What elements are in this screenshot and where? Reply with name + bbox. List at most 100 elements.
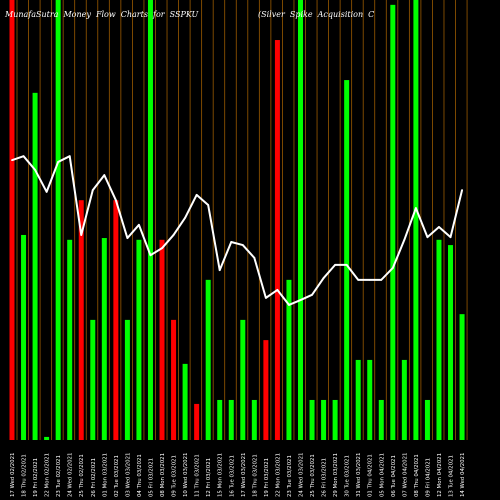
line-point (114, 199, 117, 202)
x-tick-label: 17 Wed 02/2021 (10, 453, 16, 497)
bar (263, 340, 269, 440)
bar (67, 239, 73, 440)
x-tick-label: 03 Wed 03/2021 (125, 453, 131, 497)
chart-title: MunafaSutra Money Flow Charts for SSPKU (4, 10, 199, 19)
bar (147, 0, 153, 440)
line-point (449, 236, 452, 239)
x-tick-label: 04 Thu 03/2021 (137, 454, 143, 497)
line-point (80, 234, 83, 236)
line-point (68, 155, 71, 158)
line-point (426, 236, 429, 239)
line-point (264, 296, 267, 299)
money-flow-bars (9, 0, 465, 441)
bar (9, 0, 15, 440)
bar (90, 319, 96, 440)
bar (390, 4, 396, 441)
x-tick-label: 29 Mon 03/2021 (333, 453, 339, 497)
line-point (103, 174, 106, 177)
bar (413, 0, 419, 440)
line-point (357, 278, 360, 281)
x-tick-label: 17 Wed 03/2021 (241, 453, 247, 497)
bar (298, 0, 303, 440)
line-point (403, 238, 406, 241)
line-point (45, 190, 48, 193)
x-tick-label: 16 Tue 03/2021 (229, 455, 235, 497)
line-point (22, 155, 25, 158)
bar (367, 359, 373, 440)
line-point (241, 244, 244, 246)
bar (124, 319, 130, 440)
line-point (207, 204, 210, 206)
x-tick-label: 08 Thu 04/2021 (414, 454, 420, 497)
bar (286, 279, 292, 440)
x-tick-label: 09 Fri 04/2021 (425, 458, 431, 497)
x-tick-label: 19 Fri 03/2021 (264, 458, 270, 497)
x-tick-label: 26 Fri 02/2021 (91, 458, 97, 497)
line-point (461, 189, 463, 191)
line-point (345, 263, 348, 266)
x-tick-label: 31 Wed 03/2021 (356, 453, 362, 497)
line-point (368, 278, 371, 281)
line-point (195, 194, 198, 196)
line-point (230, 241, 233, 243)
x-tick-label: 25 Thu 03/2021 (310, 454, 316, 497)
x-tick-label: 23 Tue 02/2021 (56, 455, 62, 497)
x-tick-label: 24 Wed 03/2021 (299, 453, 305, 497)
x-tick-label: 08 Mon 03/2021 (160, 453, 166, 497)
line-point (161, 247, 163, 250)
line-point (322, 277, 325, 279)
series-line (11, 155, 464, 306)
bar (171, 319, 177, 440)
x-tick-label: 23 Tue 03/2021 (287, 455, 293, 497)
line-point (34, 168, 36, 171)
bar (332, 399, 338, 440)
line-point (276, 289, 279, 291)
line-point (149, 254, 152, 257)
x-tick-label: 26 Fri 03/2021 (322, 458, 328, 497)
x-tick-label: 15 Mon 03/2021 (218, 453, 224, 497)
x-tick-label: 05 Mon 04/2021 (379, 453, 385, 497)
bar (240, 319, 246, 440)
bar (401, 359, 407, 440)
bar (321, 399, 327, 440)
line-point (126, 237, 129, 239)
line-point (57, 161, 60, 163)
bar (378, 399, 384, 440)
bar (182, 363, 188, 440)
chart-subtitle: (Silver Spike Acquisition C (258, 10, 374, 19)
x-tick-label: 07 Wed 04/2021 (402, 453, 408, 497)
x-tick-label: 09 Tue 03/2021 (172, 455, 178, 497)
line-point (172, 234, 175, 236)
x-tick-label: 01 Thu 04/2021 (368, 454, 374, 497)
line-point (288, 304, 290, 306)
line-point (438, 226, 440, 228)
x-tick-label: 14 Wed 04/2021 (460, 453, 466, 497)
line-point (311, 293, 313, 296)
bar (251, 399, 257, 440)
line-point (299, 299, 302, 301)
x-tick-label: 10 Wed 03/2021 (183, 453, 189, 497)
bar (424, 399, 430, 440)
line-point (91, 189, 94, 191)
bar (55, 0, 61, 440)
line-point (184, 216, 187, 219)
x-axis-labels: 17 Wed 02/2021 18 Thu 02/2021 19 Fri 02/20… (10, 453, 466, 497)
line-series (11, 155, 464, 306)
bar (436, 239, 442, 440)
bar (459, 314, 465, 440)
line-point (218, 269, 221, 272)
x-tick-label: 22 Mon 03/2021 (275, 453, 281, 497)
bar (136, 239, 142, 440)
x-tick-label: 05 Fri 03/2021 (148, 458, 154, 497)
bar (344, 80, 350, 440)
bar (309, 399, 315, 440)
x-tick-label: 18 Thu 03/2021 (252, 454, 258, 497)
line-point (138, 223, 140, 226)
bar (448, 245, 454, 440)
line-point (334, 263, 337, 266)
x-tick-label: 02 Tue 03/2021 (114, 455, 120, 497)
x-tick-label: 22 Mon 02/2021 (45, 453, 51, 497)
bar (78, 200, 84, 440)
line-point (253, 256, 256, 259)
